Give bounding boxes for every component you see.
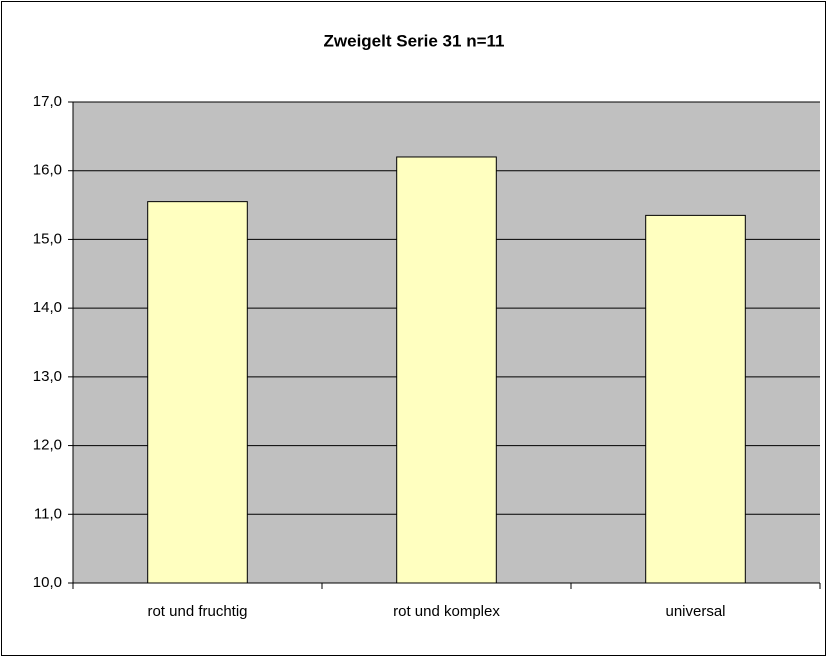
- y-tick-label: 16,0: [33, 162, 62, 179]
- y-tick-label: 11,0: [34, 505, 62, 522]
- x-tick-label: universal: [665, 603, 725, 620]
- y-tick-label: 15,0: [33, 230, 62, 247]
- x-tick-label: rot und komplex: [393, 603, 500, 620]
- bar: [396, 156, 497, 584]
- y-tick-label: 10,0: [33, 574, 62, 591]
- y-tick-label: 17,0: [33, 93, 62, 110]
- bar: [147, 201, 248, 584]
- y-tick-label: 13,0: [33, 368, 62, 385]
- y-tick-label: 14,0: [33, 299, 62, 316]
- bar: [645, 214, 746, 584]
- x-tick-label: rot und fruchtig: [147, 603, 247, 620]
- chart-title: Zweigelt Serie 31 n=11: [324, 31, 505, 50]
- y-tick-label: 12,0: [33, 437, 62, 454]
